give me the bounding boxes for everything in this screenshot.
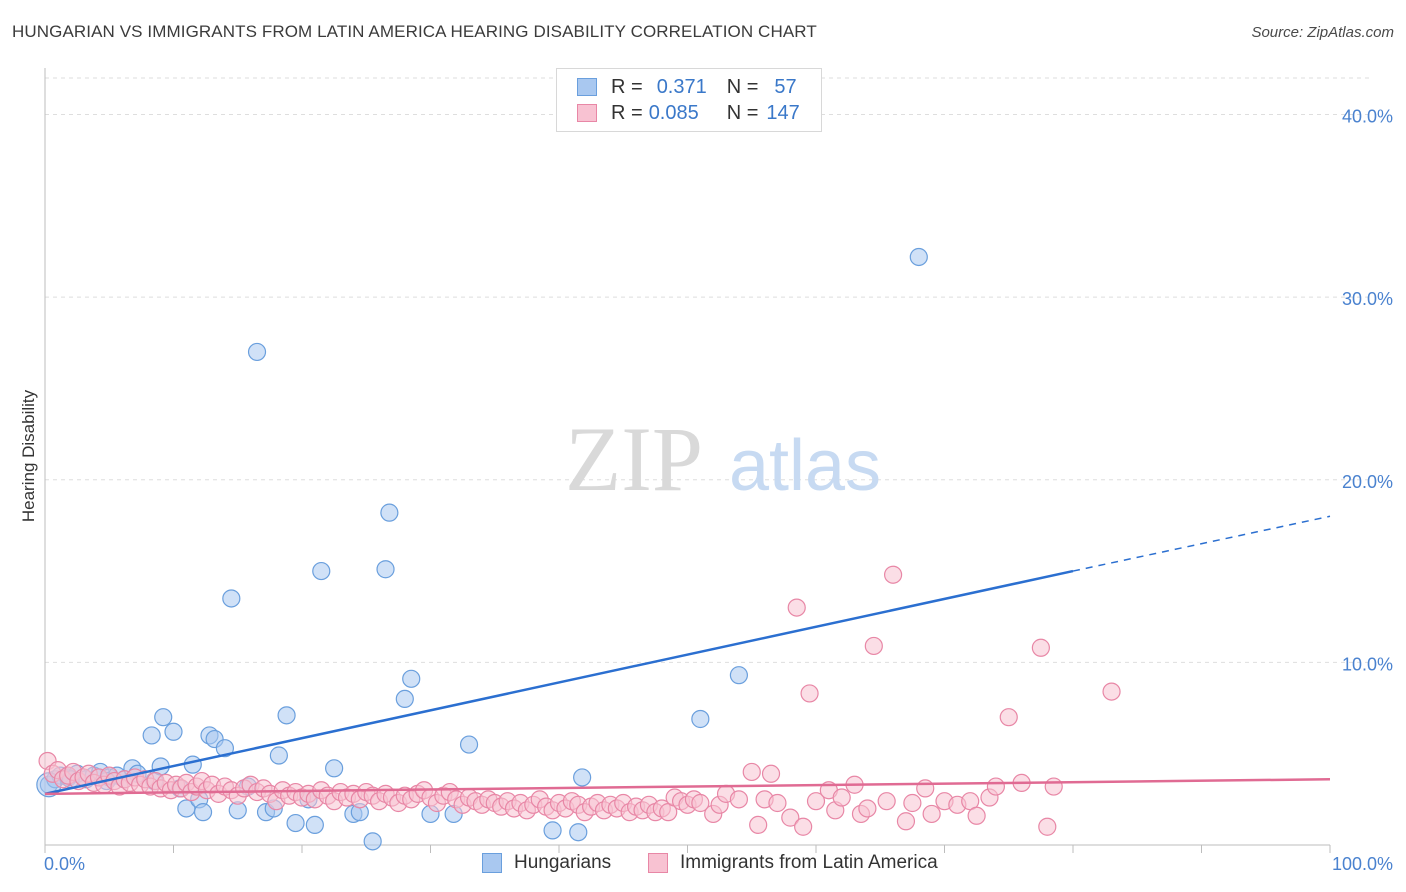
point-latin-america	[761, 764, 781, 783]
point-hungarians	[395, 689, 414, 709]
trend-lines	[44, 515, 1331, 796]
point-latin-america	[806, 792, 826, 811]
point-latin-america	[787, 598, 806, 617]
y-tick-label: 10.0%	[1342, 654, 1393, 674]
point-hungarians	[729, 666, 749, 685]
legend-swatch-hungarians	[482, 853, 502, 873]
r-label: R =	[611, 75, 643, 98]
trend-line-latin-america	[44, 778, 1331, 796]
point-latin-america	[768, 793, 787, 813]
point-latin-america	[800, 684, 819, 703]
point-hungarians	[305, 815, 324, 835]
r-value: 0.085	[648, 101, 699, 124]
point-hungarians	[402, 669, 421, 688]
point-hungarians	[154, 708, 173, 727]
stats-legend: R = 0.371 N = 57 R = 0.085 N = 147	[556, 68, 822, 132]
point-latin-america	[916, 779, 935, 798]
point-hungarians	[164, 722, 183, 741]
legend-label-latin-america: Immigrants from Latin America	[680, 852, 938, 873]
point-hungarians	[286, 813, 305, 833]
chart-title: HUNGARIAN VS IMMIGRANTS FROM LATIN AMERI…	[12, 22, 817, 41]
source-label: Source: ZipAtlas.com	[1251, 24, 1394, 41]
legend-swatch-hungarians	[577, 78, 597, 96]
point-latin-america	[794, 817, 813, 836]
tick-labels: 10.0% 20.0% 30.0% 40.0% 0.0% 100.0%	[44, 107, 1393, 874]
trend-line-hungarians-projection	[1072, 515, 1331, 572]
point-hungarians	[363, 832, 382, 851]
trend-line-hungarians	[44, 569, 1074, 796]
point-hungarians	[269, 746, 288, 765]
point-hungarians	[573, 768, 592, 787]
stats-legend-row-hungarians: R = 0.371 N = 57	[577, 75, 797, 99]
stats-legend-row-latin-america: R = 0.085 N = 147	[577, 101, 800, 125]
point-hungarians	[183, 755, 202, 774]
point-hungarians	[312, 561, 331, 581]
point-latin-america	[729, 790, 749, 809]
point-hungarians	[376, 560, 395, 579]
y-tick-label: 40.0%	[1342, 107, 1393, 127]
legend-item-latin-america: Immigrants from Latin America	[648, 852, 938, 874]
point-hungarians	[142, 726, 161, 745]
n-value: 147	[766, 101, 800, 124]
point-latin-america	[922, 804, 941, 824]
y-axis-label: Hearing Disability	[19, 389, 38, 522]
point-hungarians	[215, 739, 234, 758]
watermark-zip: ZIP	[565, 408, 703, 510]
series-latin-america	[38, 565, 1121, 836]
series-hungarians	[36, 247, 928, 851]
n-label: N =	[726, 75, 759, 98]
point-hungarians	[691, 709, 710, 729]
legend-label-hungarians: Hungarians	[514, 852, 612, 873]
point-latin-america	[742, 762, 761, 782]
point-hungarians	[543, 821, 562, 840]
x-tick-label: 0.0%	[44, 854, 85, 874]
legend-swatch-latin-america	[648, 853, 668, 873]
point-hungarians	[193, 803, 213, 822]
point-latin-america	[781, 808, 800, 827]
point-latin-america	[858, 799, 877, 818]
point-latin-america	[691, 793, 710, 813]
grid-lines	[45, 77, 1370, 663]
point-latin-america	[896, 812, 916, 831]
point-latin-america	[1031, 638, 1050, 657]
y-tick-label: 30.0%	[1342, 289, 1393, 309]
point-latin-america	[903, 793, 922, 813]
y-tick-label: 20.0%	[1342, 472, 1393, 492]
point-latin-america	[1038, 817, 1057, 836]
point-hungarians	[325, 759, 344, 778]
point-latin-america	[864, 636, 883, 656]
point-latin-america	[967, 806, 986, 825]
r-value: 0.371	[656, 75, 707, 98]
point-hungarians	[909, 247, 928, 267]
point-hungarians	[569, 823, 588, 842]
x-tick-label: 100.0%	[1332, 854, 1393, 874]
legend-item-hungarians: Hungarians	[482, 852, 611, 874]
point-latin-america	[832, 788, 851, 807]
axes	[44, 68, 1331, 853]
n-value: 57	[774, 75, 797, 98]
r-label: R =	[611, 101, 643, 124]
point-hungarians	[247, 342, 267, 362]
watermark-atlas: atlas	[729, 426, 881, 506]
n-label: N =	[726, 101, 759, 124]
point-latin-america	[999, 708, 1018, 727]
point-hungarians	[277, 706, 296, 725]
point-hungarians	[459, 735, 479, 754]
legend-swatch-latin-america	[577, 104, 597, 122]
point-hungarians	[380, 503, 399, 522]
point-latin-america	[883, 565, 903, 584]
point-latin-america	[749, 815, 768, 835]
point-hungarians	[222, 589, 241, 608]
point-latin-america	[986, 777, 1006, 796]
point-latin-america	[1044, 777, 1063, 796]
point-latin-america	[1102, 682, 1121, 701]
point-latin-america	[877, 792, 896, 811]
